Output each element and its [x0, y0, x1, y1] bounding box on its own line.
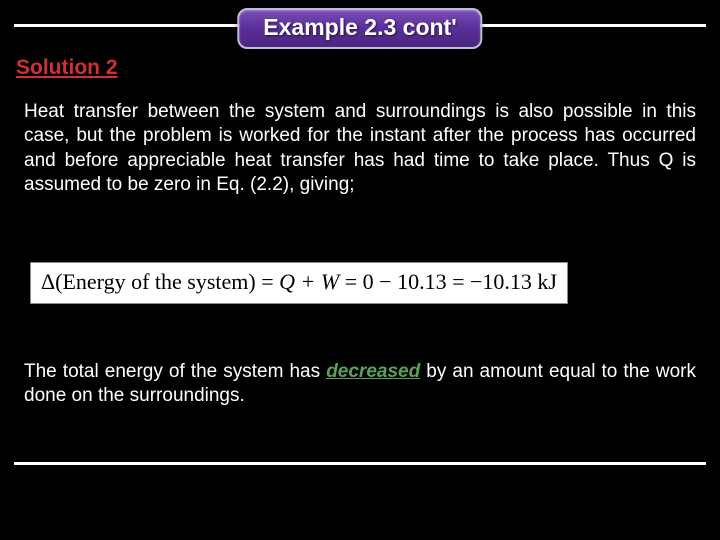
equals-2: =: [345, 269, 363, 294]
title-prefix: Example: [263, 14, 358, 40]
equation-rhs1: Q + W: [279, 269, 339, 294]
equation-rhs2: 0 − 10.13: [363, 269, 447, 294]
bottom-divider: [14, 462, 706, 465]
equals-1: =: [261, 269, 279, 294]
title-suffix: 2.3 cont': [358, 14, 457, 40]
equation-box: Δ(Energy of the system) = Q + W = 0 − 10…: [30, 262, 568, 304]
equation-lhs: Δ(Energy of the system): [41, 269, 256, 294]
para2-emphasis: decreased: [326, 361, 420, 382]
equals-3: =: [452, 269, 470, 294]
title-pill: Example 2.3 cont': [237, 8, 482, 49]
equation-rhs3: −10.13 kJ: [470, 269, 557, 294]
para2-before: The total energy of the system has: [24, 361, 326, 382]
paragraph-2: The total energy of the system has decre…: [24, 360, 696, 409]
solution-heading: Solution 2: [16, 56, 118, 80]
paragraph-1: Heat transfer between the system and sur…: [24, 100, 696, 197]
